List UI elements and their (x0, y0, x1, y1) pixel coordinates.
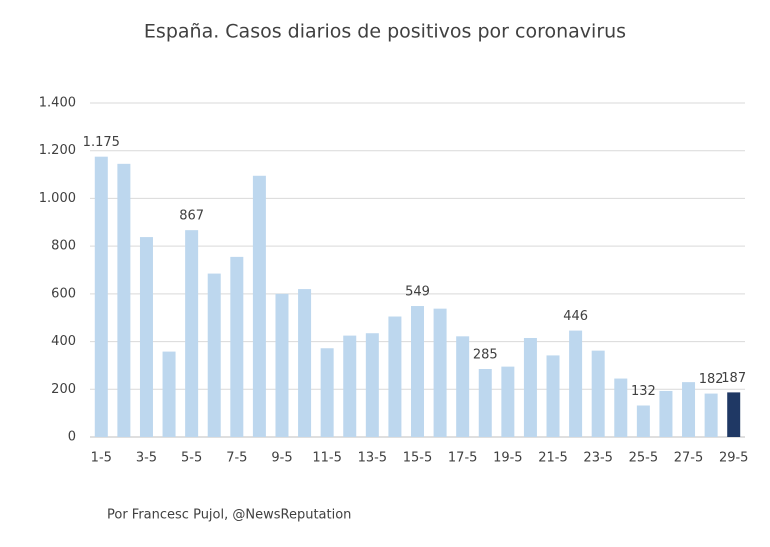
bar (501, 366, 515, 437)
bar (569, 330, 583, 437)
bar (636, 405, 650, 437)
bar (252, 175, 266, 437)
bar (139, 237, 153, 437)
data-label: 549 (405, 285, 430, 300)
y-tick-label: 1.400 (39, 96, 76, 111)
bar (411, 306, 424, 437)
y-tick-label: 200 (51, 382, 76, 397)
data-label: 132 (631, 384, 656, 399)
bar (343, 335, 357, 437)
bar (162, 351, 176, 437)
y-tick-label: 800 (51, 239, 76, 254)
bar (727, 392, 741, 437)
bar (591, 350, 605, 437)
x-tick-label: 25-5 (629, 451, 659, 466)
data-label: 182 (699, 372, 724, 387)
bar (298, 289, 312, 437)
x-tick-label: 23-5 (583, 451, 613, 466)
bar (433, 308, 447, 437)
bar (230, 256, 244, 437)
x-tick-label: 11-5 (312, 451, 342, 466)
chart-title: España. Casos diarios de positivos por c… (144, 21, 626, 43)
footer: Por Francesc Pujol, @NewsReputation (107, 508, 351, 523)
x-tick-label: 7-5 (226, 451, 247, 466)
bar (478, 369, 492, 437)
x-tick-label: 9-5 (271, 451, 292, 466)
x-tick-label: 13-5 (358, 451, 388, 466)
x-tick-label: 19-5 (493, 451, 523, 466)
bar (523, 337, 537, 437)
y-tick-label: 1.200 (39, 143, 76, 158)
x-tick-label: 27-5 (674, 451, 704, 466)
x-tick-label: 3-5 (136, 451, 157, 466)
y-tick-label: 0 (68, 430, 76, 445)
data-label: 285 (473, 348, 498, 363)
bar (365, 333, 379, 437)
y-tick-label: 600 (51, 286, 76, 301)
bar (546, 355, 560, 437)
bar (117, 163, 131, 438)
bar (185, 230, 199, 437)
bar (456, 336, 470, 437)
bar (275, 293, 289, 437)
x-tick-label: 17-5 (448, 451, 478, 466)
data-label: 187 (721, 371, 746, 386)
bar (682, 382, 696, 437)
x-tick-label: 29-5 (719, 451, 749, 466)
bar (320, 348, 334, 437)
x-tick-label: 15-5 (403, 451, 433, 466)
data-label: 1.175 (83, 135, 120, 150)
bar (94, 156, 108, 437)
bar (388, 316, 402, 437)
x-tick-label: 21-5 (538, 451, 568, 466)
y-tick-label: 1.000 (39, 191, 76, 206)
bar (659, 390, 673, 437)
y-tick-label: 400 (51, 334, 76, 349)
x-tick-label: 5-5 (181, 451, 202, 466)
bar (207, 273, 221, 437)
x-tick-label: 1-5 (91, 451, 112, 466)
bar (614, 378, 628, 437)
data-label: 446 (563, 309, 588, 324)
data-label: 867 (179, 209, 204, 224)
bar (704, 393, 718, 437)
